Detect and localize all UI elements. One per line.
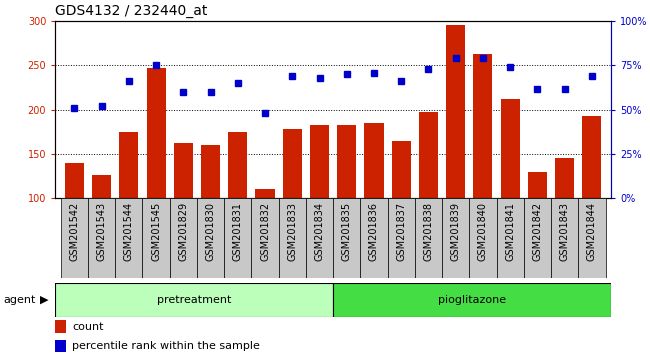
Bar [310,125,329,198]
Text: GSM201837: GSM201837 [396,202,406,261]
Text: pioglitazone: pioglitazone [438,295,506,305]
Text: ▶: ▶ [40,295,49,305]
FancyBboxPatch shape [55,283,333,317]
Text: GDS4132 / 232440_at: GDS4132 / 232440_at [55,4,207,18]
Bar [365,123,384,198]
FancyBboxPatch shape [497,198,524,278]
Text: GSM201839: GSM201839 [450,202,461,261]
FancyBboxPatch shape [360,198,387,278]
Text: GSM201830: GSM201830 [205,202,216,261]
FancyBboxPatch shape [252,198,279,278]
Text: GSM201545: GSM201545 [151,202,161,262]
Bar [528,172,547,198]
Text: GSM201544: GSM201544 [124,202,134,261]
Bar [392,141,411,198]
Text: GSM201835: GSM201835 [342,202,352,261]
Bar [473,54,493,198]
FancyBboxPatch shape [578,198,606,278]
Bar [119,132,138,198]
Text: count: count [72,322,103,332]
Bar [337,125,356,198]
FancyBboxPatch shape [333,283,611,317]
Text: GSM201836: GSM201836 [369,202,379,261]
Bar [582,116,601,198]
FancyBboxPatch shape [306,198,333,278]
Bar [55,340,66,352]
Text: GSM201831: GSM201831 [233,202,243,261]
Text: GSM201833: GSM201833 [287,202,297,261]
FancyBboxPatch shape [197,198,224,278]
FancyBboxPatch shape [279,198,306,278]
FancyBboxPatch shape [142,198,170,278]
Bar [446,25,465,198]
Text: GSM201842: GSM201842 [532,202,543,261]
Text: pretreatment: pretreatment [157,295,231,305]
FancyBboxPatch shape [442,198,469,278]
Text: GSM201834: GSM201834 [315,202,324,261]
Bar [500,99,520,198]
Bar [419,112,438,198]
Bar [201,145,220,198]
Text: GSM201841: GSM201841 [505,202,515,261]
Text: GSM201829: GSM201829 [178,202,188,261]
Text: GSM201838: GSM201838 [423,202,434,261]
FancyBboxPatch shape [224,198,252,278]
Bar [255,189,274,198]
Text: GSM201843: GSM201843 [560,202,569,261]
FancyBboxPatch shape [387,198,415,278]
FancyBboxPatch shape [415,198,442,278]
Bar [55,320,66,333]
Bar [228,132,247,198]
Text: GSM201543: GSM201543 [97,202,107,261]
FancyBboxPatch shape [551,198,578,278]
Bar [65,163,84,198]
FancyBboxPatch shape [469,198,497,278]
FancyBboxPatch shape [333,198,360,278]
Text: GSM201844: GSM201844 [587,202,597,261]
FancyBboxPatch shape [60,198,88,278]
Text: GSM201840: GSM201840 [478,202,488,261]
Text: GSM201542: GSM201542 [70,202,79,262]
Bar [283,129,302,198]
Bar [174,143,193,198]
FancyBboxPatch shape [170,198,197,278]
Text: percentile rank within the sample: percentile rank within the sample [72,341,260,351]
FancyBboxPatch shape [88,198,115,278]
FancyBboxPatch shape [115,198,142,278]
Text: GSM201832: GSM201832 [260,202,270,261]
Bar [555,158,574,198]
FancyBboxPatch shape [524,198,551,278]
Text: agent: agent [3,295,36,305]
Bar [146,68,166,198]
Bar [92,175,111,198]
